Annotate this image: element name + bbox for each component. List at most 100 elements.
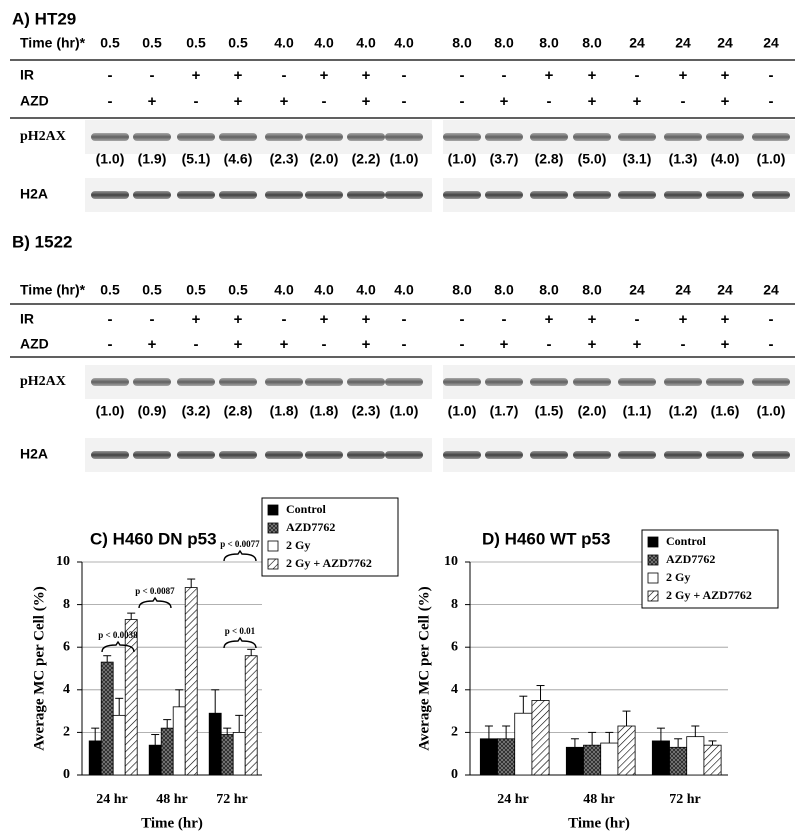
- ir-sign: +: [362, 311, 371, 328]
- ratio: (5.0): [578, 151, 607, 167]
- legend-label: 2 Gy + AZD7762: [666, 588, 752, 602]
- bar: [232, 732, 246, 776]
- legend-swatch: [267, 558, 279, 570]
- bar: [220, 734, 234, 776]
- azd-sign: -: [108, 93, 113, 110]
- azd-sign: +: [500, 93, 509, 110]
- band: [265, 451, 303, 459]
- y-tick-label: 10: [56, 554, 70, 569]
- bar: [479, 738, 498, 776]
- band: [530, 451, 568, 459]
- ir-sign: -: [150, 67, 155, 84]
- ir-sign: -: [460, 67, 465, 84]
- ir-sign: +: [234, 311, 243, 328]
- chart-title: D) H460 WT p53: [482, 529, 610, 548]
- time-value: 0.5: [100, 35, 120, 51]
- band: [133, 451, 171, 459]
- band: [706, 378, 744, 386]
- band-label: pH2AX: [20, 374, 66, 389]
- error-bar: [570, 738, 579, 748]
- time-value: 24: [629, 35, 645, 51]
- azd-sign: +: [588, 336, 597, 353]
- y-tick-label: 0: [451, 767, 458, 782]
- annotation: p < 0.0087: [135, 586, 175, 596]
- ir-sign: -: [402, 67, 407, 84]
- band: [618, 191, 656, 199]
- azd-sign: -: [460, 336, 465, 353]
- band: [265, 378, 303, 386]
- azd-sign: +: [721, 93, 730, 110]
- ir-sign: -: [502, 67, 507, 84]
- annotation: p < 0.0038: [98, 630, 138, 640]
- band: [752, 191, 790, 199]
- band: [347, 378, 385, 386]
- bar: [172, 706, 186, 776]
- band: [177, 378, 215, 386]
- ir-sign: +: [192, 311, 201, 328]
- row-label: Time (hr)*: [20, 282, 86, 298]
- error-bar: [175, 689, 184, 707]
- azd-sign: -: [460, 93, 465, 110]
- azd-sign: +: [362, 93, 371, 110]
- band: [706, 133, 744, 141]
- time-value: 4.0: [274, 282, 294, 298]
- legend-box: [641, 529, 779, 609]
- row-label: IR: [20, 311, 34, 327]
- ratio: (2.0): [310, 151, 339, 167]
- band: [443, 378, 481, 386]
- ratio: (1.1): [623, 403, 652, 419]
- y-tick-label: 4: [451, 682, 458, 697]
- ir-sign: +: [320, 311, 329, 328]
- band: [91, 191, 129, 199]
- time-value: 0.5: [228, 282, 248, 298]
- ir-sign: +: [721, 311, 730, 328]
- azd-sign: +: [721, 336, 730, 353]
- band: [573, 378, 611, 386]
- band: [305, 133, 343, 141]
- azd-sign: +: [234, 336, 243, 353]
- time-value: 8.0: [582, 35, 602, 51]
- band: [305, 191, 343, 199]
- azd-sign: +: [148, 336, 157, 353]
- ratio: (1.3): [669, 151, 698, 167]
- band: [305, 378, 343, 386]
- azd-sign: +: [280, 336, 289, 353]
- time-value: 4.0: [356, 282, 376, 298]
- band: [485, 378, 523, 386]
- ir-sign: -: [460, 311, 465, 328]
- error-bar: [605, 731, 614, 744]
- azd-sign: -: [402, 93, 407, 110]
- band: [664, 451, 702, 459]
- band: [91, 451, 129, 459]
- error-bar: [691, 725, 700, 737]
- band: [219, 451, 257, 459]
- band: [618, 378, 656, 386]
- time-value: 24: [717, 35, 733, 51]
- time-value: 4.0: [394, 282, 414, 298]
- ratio: (4.0): [711, 151, 740, 167]
- y-tick-label: 0: [63, 767, 70, 782]
- row-label: IR: [20, 67, 34, 83]
- ratio: (1.7): [490, 403, 519, 419]
- azd-sign: -: [769, 93, 774, 110]
- error-bar: [674, 738, 683, 748]
- error-bar: [151, 734, 160, 746]
- x-tick-label: 72 hr: [216, 792, 248, 807]
- error-bar: [622, 710, 631, 727]
- legend-swatch: [647, 590, 659, 602]
- time-value: 8.0: [539, 282, 559, 298]
- azd-sign: -: [194, 336, 199, 353]
- x-tick-label: 24 hr: [96, 792, 128, 807]
- ratio: (2.2): [352, 151, 381, 167]
- panel-title: B) 1522: [12, 232, 72, 251]
- ratio: (1.2): [669, 403, 698, 419]
- ratio: (0.9): [138, 403, 167, 419]
- band: [443, 133, 481, 141]
- ir-sign: -: [150, 311, 155, 328]
- azd-sign: +: [148, 93, 157, 110]
- bar: [208, 712, 222, 776]
- legend-label: AZD7762: [666, 552, 715, 566]
- error-bar: [103, 655, 112, 663]
- ratio: (1.5): [535, 403, 564, 419]
- annotation: p < 0.0077: [220, 539, 260, 549]
